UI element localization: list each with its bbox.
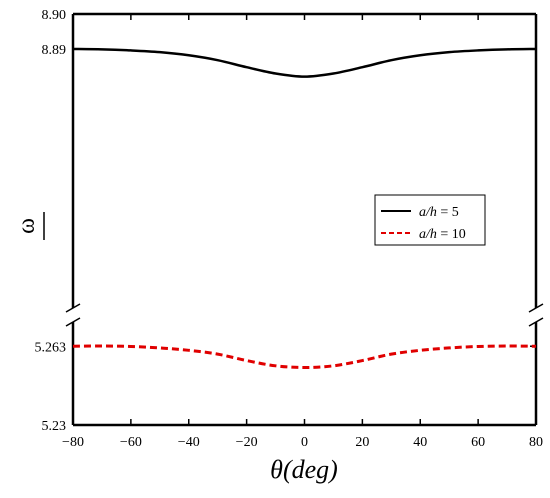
y-tick-label: 5.263	[35, 340, 67, 355]
legend-label-ah5-eq: = 5	[437, 205, 459, 220]
y-tick-label: 8.89	[42, 43, 67, 58]
series-line-ah5	[72, 47, 537, 78]
x-axis-title: θ(deg)	[270, 455, 338, 484]
legend-label-ah10-var: a/h	[419, 227, 437, 242]
x-tick-label: −40	[178, 435, 200, 450]
x-tick-label: 80	[529, 435, 543, 450]
x-tick-label: 60	[471, 435, 485, 450]
y-tick-label: 8.90	[42, 8, 67, 23]
break-mark-left-2	[65, 317, 81, 327]
break-mark-right-2	[528, 317, 544, 327]
y-tick-label: 5.23	[42, 419, 67, 434]
y-axis-ticks: 8.90 8.89 5.263 5.23	[35, 8, 536, 434]
legend-label-ah5-var: a/h	[419, 205, 437, 220]
x-axis-ticks: −80 −60 −40 −20 0 20 40 60 80	[62, 14, 543, 450]
x-tick-label: −80	[62, 435, 84, 450]
x-tick-label: 20	[355, 435, 369, 450]
series-line-ah10	[72, 344, 537, 369]
legend: a/h = 5 a/h = 10	[374, 194, 486, 246]
x-tick-label: −20	[236, 435, 258, 450]
break-mark-right-1	[528, 303, 544, 313]
y-axis-title-group: ω	[14, 212, 45, 240]
x-tick-label: −60	[120, 435, 142, 450]
x-tick-label: 40	[413, 435, 427, 450]
y-axis-title: ω	[14, 218, 40, 234]
x-tick-label: 0	[301, 435, 308, 450]
legend-box	[374, 194, 486, 246]
legend-label-ah10-eq: = 10	[437, 227, 466, 242]
series-layer	[72, 47, 537, 369]
break-mark-left-1	[65, 303, 81, 313]
axis-break-marks	[65, 303, 544, 327]
legend-label-ah10: a/h = 10	[419, 227, 466, 242]
axis-frame	[71, 12, 538, 427]
legend-label-ah5: a/h = 5	[419, 205, 459, 220]
